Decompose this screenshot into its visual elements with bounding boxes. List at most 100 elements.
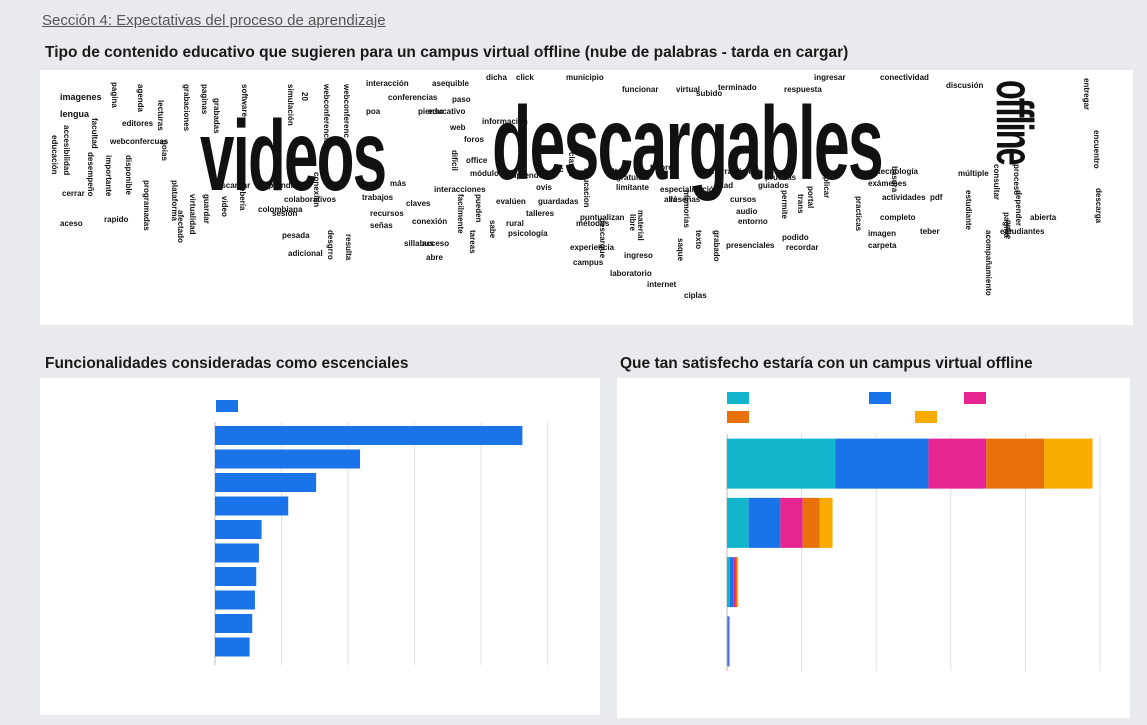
wordcloud-word: sillabus — [404, 239, 434, 248]
wordcloud-word: libre — [628, 214, 637, 231]
wordcloud-word: descarga — [1094, 188, 1103, 224]
wordcloud-word: recordar — [786, 243, 819, 252]
wordcloud-word: terminado — [718, 83, 757, 92]
wordcloud-word: colaborativos — [284, 195, 337, 204]
wordcloud-word: encuentro — [1092, 130, 1101, 169]
wordcloud-word: interacción — [366, 79, 409, 88]
wordcloud-word: educacion — [582, 168, 591, 208]
bar — [215, 473, 317, 492]
wordcloud-word: 20 — [300, 92, 309, 101]
wordcloud-word: nube — [1004, 220, 1013, 240]
wordcloud-word: entregar — [1082, 78, 1091, 111]
wordcloud-word: audio — [736, 207, 758, 216]
wordcloud-word: office — [466, 156, 488, 165]
wordcloud-word: explicar — [822, 168, 831, 199]
bar-segment — [727, 438, 836, 489]
wordcloud-word: desgrro — [326, 230, 335, 260]
wordcloud-word: web — [450, 123, 466, 132]
wordcloud-word: cerrar — [62, 189, 85, 198]
wordcloud-word: rapido — [104, 215, 129, 224]
wordcloud-word: pesada — [282, 231, 310, 240]
stacked-chart-card — [617, 378, 1130, 718]
bar-segment — [1044, 438, 1093, 489]
wordcloud-word: teber — [920, 227, 940, 236]
bar-segment — [780, 497, 803, 548]
wordcloud-word: grabadas — [212, 98, 221, 134]
wordcloud-word: video — [220, 196, 229, 217]
legend-swatch — [216, 400, 238, 412]
wordcloud-word: abre — [426, 253, 443, 262]
wordcloud-word: allá — [664, 195, 678, 204]
wordcloud-word: puntualizan — [580, 213, 625, 222]
wordcloud-word: subido — [696, 89, 723, 98]
wordcloud-word: desempeño — [86, 152, 95, 197]
stacked-chart-title: Que tan satisfecho estaría con un campus… — [620, 355, 1033, 372]
wordcloud-word: múltiple — [958, 169, 989, 178]
bar — [215, 496, 289, 516]
wordcloud-word: grabaciones — [182, 84, 191, 132]
bar — [215, 567, 257, 586]
wordcloud-word: unad — [714, 181, 734, 190]
wordcloud-word: afectado — [176, 210, 185, 243]
wordcloud-word: recursos — [370, 209, 404, 218]
wordcloud-word: conferencias — [388, 93, 438, 102]
wordcloud-word: descargables — [492, 86, 884, 202]
wordcloud-word: offline — [985, 80, 1043, 164]
wordcloud-word: exámenes — [868, 179, 907, 188]
wordcloud-word: debería — [238, 182, 247, 211]
wordcloud-word: dicha — [486, 73, 507, 82]
wordcloud-word: imagenes — [60, 92, 102, 102]
bar-segment — [928, 438, 987, 489]
wordcloud-word: gratuitas — [616, 173, 650, 182]
wordcloud-word: pienso — [418, 107, 444, 116]
wordcloud-word: trabajos — [362, 193, 394, 202]
wordcloud-word: portal — [806, 186, 815, 209]
wordcloud-word: material — [636, 210, 645, 241]
wordcloud-word: completo — [880, 213, 916, 222]
wordcloud-word: depender — [1014, 190, 1023, 227]
wordcloud-word: pruebas — [765, 173, 797, 182]
wordcloud-word: editores — [122, 119, 154, 128]
wordcloud-word: interacciones — [434, 185, 486, 194]
wordcloud-word: adicional — [288, 249, 323, 258]
legend-swatch — [727, 411, 749, 423]
wordcloud-word: carpeta — [868, 241, 897, 250]
wordcloud-word: disponible — [124, 155, 133, 195]
bar-segment — [748, 497, 781, 548]
wordcloud-word: podido — [782, 233, 809, 242]
wordcloud-word: rural — [506, 219, 524, 228]
wordcloud-word: agenda — [136, 84, 145, 113]
wordcloud-word: respuesta — [784, 85, 822, 94]
wordcloud-word: actividades — [882, 193, 926, 202]
wordcloud-word: programadas — [142, 180, 151, 231]
wordcloud-word: aceso — [60, 219, 83, 228]
wordcloud-word: discusión — [946, 81, 984, 90]
bar — [215, 520, 262, 539]
wordcloud-word: importante — [104, 155, 113, 197]
wordcloud-word: foros — [464, 135, 484, 144]
wordcloud-word: consultar — [992, 164, 1001, 201]
wordcloud-word: videos — [200, 100, 387, 212]
wordcloud-word: permite — [780, 190, 789, 219]
wordcloud-word: asequible — [432, 79, 469, 88]
wordcloud-word: lecturas — [156, 100, 165, 131]
legend-swatch — [964, 392, 986, 404]
bar-segment — [735, 557, 738, 608]
wordcloud-word: click — [516, 73, 534, 82]
bar-segment — [986, 438, 1045, 489]
wordcloud-word: resulta — [344, 234, 353, 261]
wordcloud-word: trans — [796, 194, 805, 214]
wordcloud-word: acceso — [422, 239, 450, 248]
wordcloud-word: sesion — [272, 209, 298, 218]
section-title: Sección 4: Expectativas del proceso de a… — [42, 12, 386, 29]
wordcloud-word: ciplas — [684, 291, 707, 300]
wordcloud-word: software — [240, 84, 249, 117]
wordcloud-word: virtual — [676, 85, 701, 94]
bar-segment — [733, 557, 736, 608]
wordcloud-word: guiados — [758, 181, 789, 190]
wordcloud-word: accesibilidad — [62, 125, 71, 176]
bar-segment — [727, 616, 729, 667]
bar-segment — [727, 497, 749, 548]
wordcloud-word: más — [390, 179, 407, 188]
wordcloud-word: limitante — [616, 183, 649, 192]
